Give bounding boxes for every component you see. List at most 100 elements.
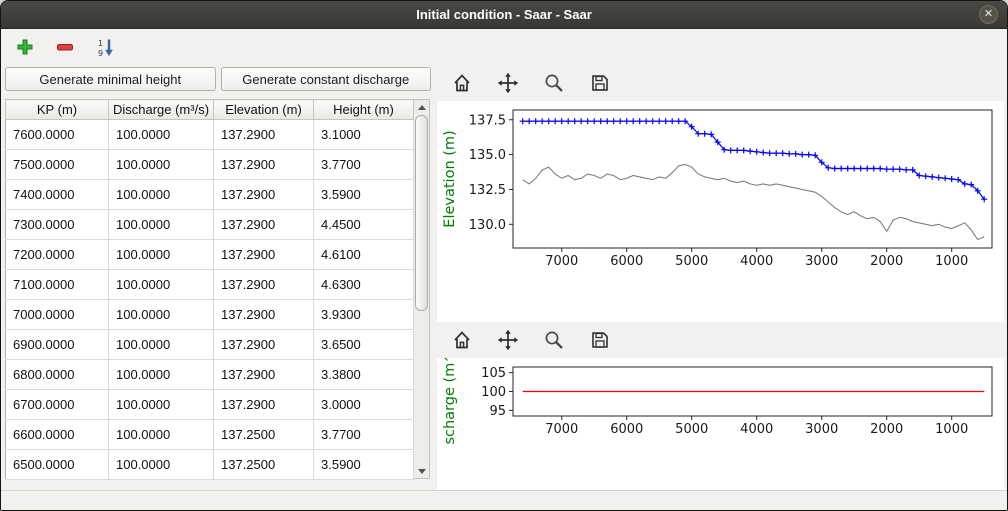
content-area: Generate minimal height Generate constan… bbox=[1, 65, 1007, 490]
table-cell[interactable]: 100.0000 bbox=[108, 149, 214, 180]
table-cell[interactable]: 6900.0000 bbox=[5, 329, 109, 360]
generate-constant-discharge-button[interactable]: Generate constant discharge bbox=[220, 67, 431, 91]
close-button[interactable]: ✕ bbox=[979, 5, 998, 24]
table-cell[interactable]: 137.2900 bbox=[213, 299, 314, 330]
remove-row-button[interactable] bbox=[51, 33, 79, 61]
elevation-plot[interactable]: 7000 6000 5000 4000 3000 2000 1000 130.0 132.5 13… bbox=[437, 101, 1004, 278]
table-cell[interactable]: 7400.0000 bbox=[5, 179, 109, 210]
table-cell[interactable]: 3.1000 bbox=[313, 119, 414, 150]
table-cell[interactable]: 137.2900 bbox=[213, 209, 314, 240]
table-cell[interactable]: 4.6300 bbox=[313, 269, 414, 300]
table-cell[interactable]: 137.2900 bbox=[213, 239, 314, 270]
svg-text:100: 100 bbox=[481, 385, 506, 400]
table-cell[interactable]: 100.0000 bbox=[108, 269, 214, 300]
sort-number-nine: 9 bbox=[98, 49, 103, 57]
pan-button[interactable] bbox=[493, 68, 523, 98]
table-cell[interactable]: 100.0000 bbox=[108, 209, 214, 240]
table-cell[interactable]: 137.2900 bbox=[213, 269, 314, 300]
table-row: 6600.0000 100.0000 137.2500 3.7700 bbox=[5, 419, 414, 450]
table-cell[interactable]: 6600.0000 bbox=[5, 419, 109, 450]
svg-text:7000: 7000 bbox=[545, 422, 578, 437]
table-cell[interactable]: 7600.0000 bbox=[5, 119, 109, 150]
discharge-plot[interactable]: 7000 6000 5000 4000 3000 2000 1000 95 100 105 Disc… bbox=[437, 358, 1004, 446]
table-cell[interactable]: 7100.0000 bbox=[5, 269, 109, 300]
initial-condition-table[interactable]: KP (m) Discharge (m³/s) Elevation (m) Heigh… bbox=[5, 99, 414, 480]
table-cell[interactable]: 137.2900 bbox=[213, 359, 314, 390]
column-header-4[interactable]: Height (m) bbox=[313, 99, 414, 120]
pan-icon bbox=[497, 72, 519, 94]
table-cell[interactable]: 100.0000 bbox=[108, 329, 214, 360]
table-cell[interactable]: 3.3800 bbox=[313, 359, 414, 390]
table-cell[interactable]: 6800.0000 bbox=[5, 359, 109, 390]
save-button[interactable] bbox=[585, 325, 615, 355]
sort-rows-button[interactable]: 1 9 bbox=[91, 33, 119, 61]
table-cell[interactable]: 6500.0000 bbox=[5, 449, 109, 480]
table-cell[interactable]: 137.2900 bbox=[213, 329, 314, 360]
plots-panel: 7000 6000 5000 4000 3000 2000 1000 130.0 132.5 13… bbox=[433, 65, 1007, 490]
table-cell[interactable]: 3.6500 bbox=[313, 329, 414, 360]
table-scrollbar[interactable] bbox=[414, 99, 430, 479]
table-row: 7300.0000 100.0000 137.2900 4.4500 bbox=[5, 209, 414, 240]
remove-minus-icon bbox=[57, 44, 73, 51]
svg-text:6000: 6000 bbox=[610, 422, 643, 437]
table-row: 6500.0000 100.0000 137.2500 3.5900 bbox=[5, 449, 414, 480]
table-cell[interactable]: 100.0000 bbox=[108, 359, 214, 390]
scroll-down-button[interactable] bbox=[414, 464, 429, 478]
table-cell[interactable]: 100.0000 bbox=[108, 179, 214, 210]
titlebar[interactable]: Initial condition - Saar - Saar ✕ bbox=[1, 1, 1007, 29]
table-cell[interactable]: 3.5900 bbox=[313, 449, 414, 480]
zoom-button[interactable] bbox=[539, 325, 569, 355]
table-cell[interactable]: 137.2900 bbox=[213, 149, 314, 180]
table-cell[interactable]: 7300.0000 bbox=[5, 209, 109, 240]
table-cell[interactable]: 4.6100 bbox=[313, 239, 414, 270]
table-cell[interactable]: 100.0000 bbox=[108, 299, 214, 330]
table-cell[interactable]: 100.0000 bbox=[108, 449, 214, 480]
table-cell[interactable]: 100.0000 bbox=[108, 119, 214, 150]
sort-ascending-icon: 1 9 bbox=[98, 39, 113, 57]
table-cell[interactable]: 137.2500 bbox=[213, 449, 314, 480]
sort-number-one: 1 bbox=[98, 39, 103, 48]
table-cell[interactable]: 3.7700 bbox=[313, 149, 414, 180]
main-toolbar: 1 9 bbox=[1, 29, 1007, 65]
table-cell[interactable]: 7500.0000 bbox=[5, 149, 109, 180]
table-header-row: KP (m) Discharge (m³/s) Elevation (m) Heigh… bbox=[5, 99, 414, 120]
pan-button[interactable] bbox=[493, 325, 523, 355]
window-title: Initial condition - Saar - Saar bbox=[416, 7, 592, 22]
add-plus-icon bbox=[17, 39, 33, 55]
table-cell[interactable]: 3.9300 bbox=[313, 299, 414, 330]
svg-text:95: 95 bbox=[489, 404, 506, 419]
home-button[interactable] bbox=[447, 68, 477, 98]
table-cell[interactable]: 3.7700 bbox=[313, 419, 414, 450]
table-cell[interactable]: 100.0000 bbox=[108, 419, 214, 450]
table-cell[interactable]: 137.2900 bbox=[213, 389, 314, 420]
elevation-plot-toolbar bbox=[437, 65, 1007, 101]
scroll-up-icon bbox=[417, 104, 426, 110]
save-button[interactable] bbox=[585, 68, 615, 98]
discharge-plot-toolbar bbox=[437, 322, 1007, 358]
table-cell[interactable]: 137.2500 bbox=[213, 419, 314, 450]
table-cell[interactable]: 137.2900 bbox=[213, 119, 314, 150]
zoom-button[interactable] bbox=[539, 68, 569, 98]
add-row-button[interactable] bbox=[11, 33, 39, 61]
scrollbar-track[interactable] bbox=[414, 114, 429, 464]
home-button[interactable] bbox=[447, 325, 477, 355]
zoom-icon bbox=[545, 331, 563, 349]
table-cell[interactable]: 7200.0000 bbox=[5, 239, 109, 270]
table-cell[interactable]: 6700.0000 bbox=[5, 389, 109, 420]
table-cell[interactable]: 100.0000 bbox=[108, 239, 214, 270]
elevation-figure: 7000 6000 5000 4000 3000 2000 1000 130.0 132.5 13… bbox=[437, 101, 1004, 322]
column-header-2[interactable]: Discharge (m³/s) bbox=[108, 99, 214, 120]
table-cell[interactable]: 3.5900 bbox=[313, 179, 414, 210]
table-row: 7600.0000 100.0000 137.2900 3.1000 bbox=[5, 119, 414, 150]
generate-minimal-height-button[interactable]: Generate minimal height bbox=[5, 67, 216, 91]
column-header-1[interactable]: KP (m) bbox=[5, 99, 109, 120]
scrollbar-thumb[interactable] bbox=[415, 115, 428, 311]
table-cell[interactable]: 3.0000 bbox=[313, 389, 414, 420]
table-cell[interactable]: 137.2900 bbox=[213, 179, 314, 210]
table-cell[interactable]: 4.4500 bbox=[313, 209, 414, 240]
table-row: 7100.0000 100.0000 137.2900 4.6300 bbox=[5, 269, 414, 300]
scroll-up-button[interactable] bbox=[414, 100, 429, 114]
table-cell[interactable]: 7000.0000 bbox=[5, 299, 109, 330]
column-header-3[interactable]: Elevation (m) bbox=[213, 99, 314, 120]
table-cell[interactable]: 100.0000 bbox=[108, 389, 214, 420]
